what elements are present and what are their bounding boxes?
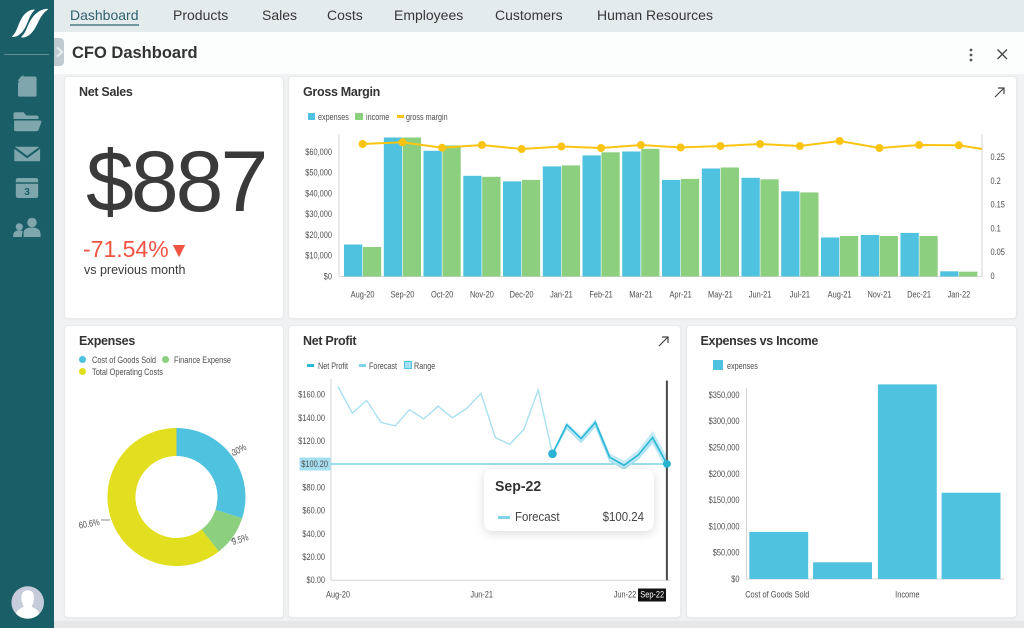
svg-text:Sep-22: Sep-22 — [640, 589, 664, 600]
svg-text:Dec-20: Dec-20 — [510, 289, 534, 300]
svg-text:Jun-21: Jun-21 — [470, 589, 493, 600]
svg-text:$0: $0 — [731, 574, 739, 585]
svg-text:60.6%: 60.6% — [78, 517, 101, 532]
svg-text:0.05: 0.05 — [991, 247, 1005, 258]
svg-text:Dec-21: Dec-21 — [907, 289, 931, 300]
svg-text:9.5%: 9.5% — [231, 532, 251, 548]
svg-text:Aug-21: Aug-21 — [828, 289, 852, 300]
svg-text:Sep-20: Sep-20 — [390, 289, 414, 300]
svg-text:$20.00: $20.00 — [302, 552, 325, 563]
svg-text:Mar-21: Mar-21 — [629, 289, 652, 300]
svg-text:$150,000: $150,000 — [708, 495, 739, 506]
svg-text:$60,000: $60,000 — [305, 146, 332, 157]
svg-text:Jun-22: Jun-22 — [614, 589, 637, 600]
svg-text:Nov-20: Nov-20 — [470, 289, 494, 300]
svg-text:$160.00: $160.00 — [298, 389, 325, 400]
svg-text:Oct-20: Oct-20 — [431, 289, 453, 300]
svg-text:$10,000: $10,000 — [305, 250, 332, 261]
svg-text:$120.00: $120.00 — [298, 436, 325, 447]
svg-text:$250,000: $250,000 — [708, 442, 739, 453]
svg-text:0: 0 — [991, 270, 995, 281]
svg-text:$30,000: $30,000 — [305, 209, 332, 220]
svg-text:$300,000: $300,000 — [708, 416, 739, 427]
svg-text:Cost of Goods Sold: Cost of Goods Sold — [745, 589, 809, 600]
svg-text:$0.00: $0.00 — [307, 575, 326, 586]
svg-text:$60.00: $60.00 — [302, 505, 325, 516]
svg-text:Aug-20: Aug-20 — [351, 289, 375, 300]
svg-text:Aug-20: Aug-20 — [326, 589, 350, 600]
svg-text:30%: 30% — [230, 441, 249, 458]
svg-text:$40,000: $40,000 — [305, 188, 332, 199]
svg-text:$200,000: $200,000 — [708, 468, 739, 479]
svg-text:May-21: May-21 — [708, 289, 733, 300]
svg-text:3: 3 — [24, 187, 30, 198]
svg-text:0.2: 0.2 — [991, 175, 1001, 186]
svg-text:0.1: 0.1 — [991, 223, 1001, 234]
svg-text:$100.20: $100.20 — [301, 459, 328, 470]
svg-text:$350,000: $350,000 — [708, 389, 739, 400]
svg-text:$20,000: $20,000 — [305, 230, 332, 241]
svg-text:Feb-21: Feb-21 — [589, 289, 612, 300]
svg-text:$140.00: $140.00 — [298, 412, 325, 423]
svg-text:$80.00: $80.00 — [302, 482, 325, 493]
svg-text:0.25: 0.25 — [991, 152, 1005, 163]
svg-text:Jul-21: Jul-21 — [790, 289, 810, 300]
svg-text:$50,000: $50,000 — [712, 547, 739, 558]
svg-text:Income: Income — [895, 589, 919, 600]
svg-text:Jun-21: Jun-21 — [749, 289, 772, 300]
svg-text:$0: $0 — [324, 271, 332, 282]
svg-text:0.15: 0.15 — [991, 199, 1005, 210]
svg-text:Jan-22: Jan-22 — [948, 289, 971, 300]
svg-text:$50,000: $50,000 — [305, 167, 332, 178]
svg-text:Apr-21: Apr-21 — [670, 289, 692, 300]
svg-text:Jan-21: Jan-21 — [550, 289, 573, 300]
svg-text:$40.00: $40.00 — [302, 528, 325, 539]
svg-text:Nov-21: Nov-21 — [867, 289, 891, 300]
svg-text:$100,000: $100,000 — [708, 521, 739, 532]
